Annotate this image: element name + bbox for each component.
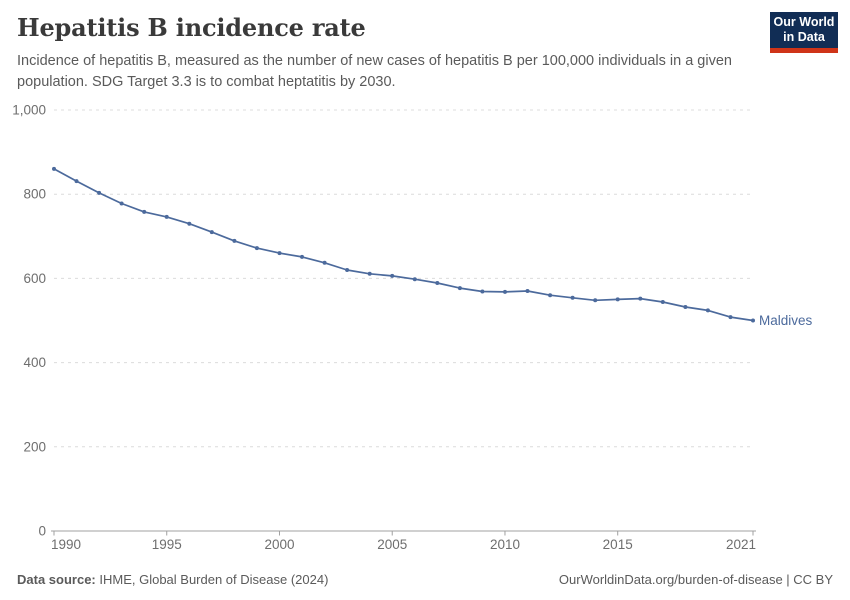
y-axis-tick-label: 600 xyxy=(23,271,46,286)
data-point-2006[interactable] xyxy=(412,277,417,282)
data-point-2013[interactable] xyxy=(570,295,575,300)
x-axis-tick-label: 2015 xyxy=(603,537,633,552)
data-point-1992[interactable] xyxy=(97,190,102,195)
y-axis-tick-label: 400 xyxy=(23,355,46,370)
data-point-2017[interactable] xyxy=(660,300,665,304)
data-point-2016[interactable] xyxy=(638,296,643,301)
data-point-2021[interactable] xyxy=(751,318,755,323)
y-axis-tick-label: 800 xyxy=(23,187,46,202)
data-point-2012[interactable] xyxy=(548,293,553,298)
data-line-maldives[interactable] xyxy=(53,168,754,322)
x-axis-tick-label: 1995 xyxy=(152,537,182,552)
data-point-2005[interactable] xyxy=(390,273,395,278)
data-source-value: IHME, Global Burden of Disease (2024) xyxy=(95,572,329,587)
series-end-label: Maldives xyxy=(759,313,813,328)
data-point-1997[interactable] xyxy=(209,230,214,235)
data-point-2019[interactable] xyxy=(705,308,710,313)
data-point-2014[interactable] xyxy=(593,298,598,303)
chart-header: Hepatitis B incidence rate Incidence of … xyxy=(17,13,747,92)
x-axis-tick-label: 1990 xyxy=(51,537,81,552)
x-axis-tick-label: 2010 xyxy=(490,537,520,552)
chart-subtitle: Incidence of hepatitis B, measured as th… xyxy=(17,53,732,90)
x-axis-tick-label: 2021 xyxy=(726,537,756,552)
y-axis-tick-label: 200 xyxy=(23,439,46,454)
data-point-2015[interactable] xyxy=(615,297,620,302)
y-axis-tick-label: 1,000 xyxy=(12,103,46,118)
data-point-2010[interactable] xyxy=(503,289,507,294)
data-point-2011[interactable] xyxy=(525,289,530,293)
owid-logo-red-bar xyxy=(770,48,838,53)
data-point-2007[interactable] xyxy=(435,281,440,285)
data-point-1998[interactable] xyxy=(232,238,237,243)
owid-logo-line2: in Data xyxy=(783,30,825,44)
data-point-1996[interactable] xyxy=(187,221,192,226)
data-point-2003[interactable] xyxy=(345,268,350,272)
data-point-1995[interactable] xyxy=(164,214,169,219)
data-point-2002[interactable] xyxy=(322,260,327,265)
data-point-2004[interactable] xyxy=(367,271,372,276)
data-point-2020[interactable] xyxy=(728,315,733,320)
data-point-2001[interactable] xyxy=(300,254,304,259)
data-point-1993[interactable] xyxy=(119,201,124,206)
chart-footer: Data source: IHME, Global Burden of Dise… xyxy=(17,572,833,587)
data-source-label: Data source: xyxy=(17,572,96,587)
x-axis-tick-label: 2005 xyxy=(377,537,407,552)
owid-logo-box: Our World in Data xyxy=(770,12,838,48)
data-point-2008[interactable] xyxy=(457,286,462,291)
data-point-2000[interactable] xyxy=(277,251,282,256)
data-point-1991[interactable] xyxy=(74,179,79,184)
data-source: Data source: IHME, Global Burden of Dise… xyxy=(17,572,328,587)
data-point-1999[interactable] xyxy=(254,246,259,251)
data-point-1990[interactable] xyxy=(52,166,56,171)
x-axis-tick-label: 2000 xyxy=(264,537,294,552)
data-point-2009[interactable] xyxy=(480,289,485,294)
data-point-2018[interactable] xyxy=(683,305,688,309)
page-title: Hepatitis B incidence rate xyxy=(17,13,366,42)
y-axis-tick-label: 0 xyxy=(38,524,46,539)
footer-link[interactable]: OurWorldinData.org/burden-of-disease | C… xyxy=(558,572,833,587)
owid-logo[interactable]: Our World in Data xyxy=(770,12,838,53)
data-point-1994[interactable] xyxy=(142,209,147,214)
owid-logo-line1: Our World xyxy=(773,15,835,29)
